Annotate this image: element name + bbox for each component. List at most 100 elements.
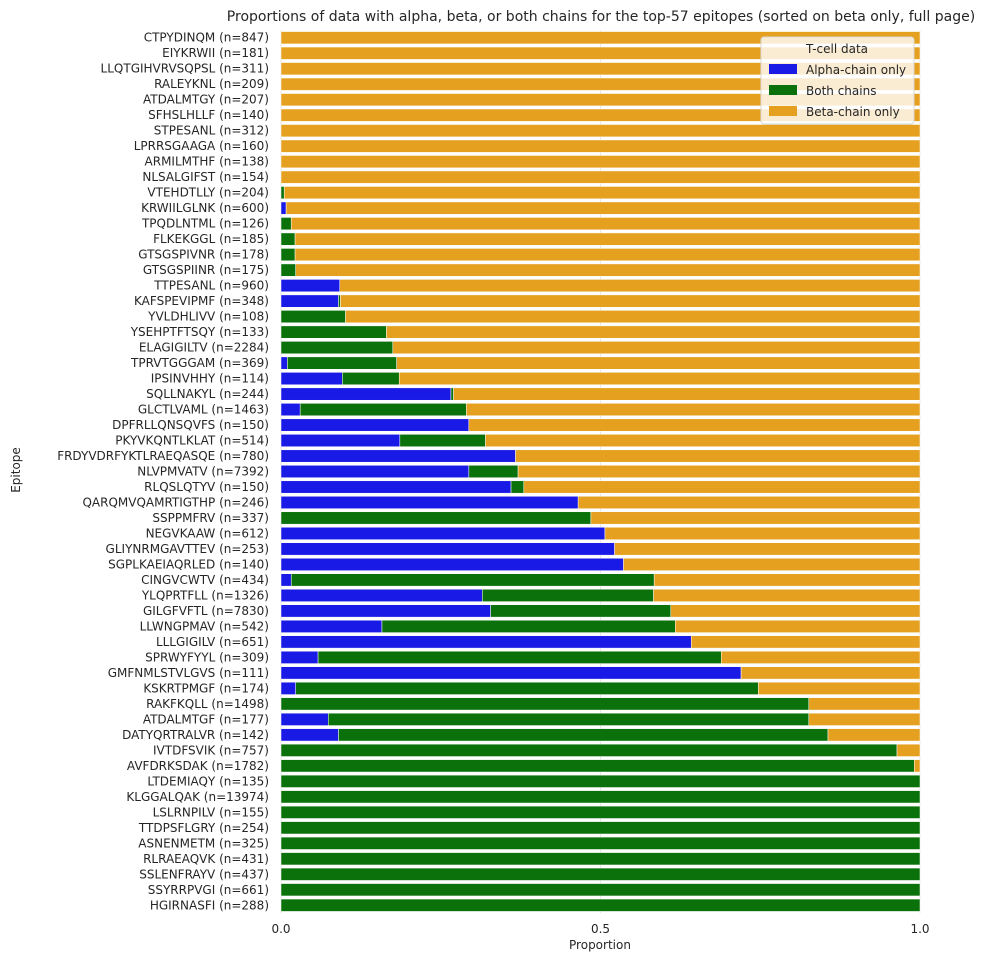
bar-segment [342,372,400,385]
bar-segment [280,31,921,45]
y-tick-label: SQLLNAKYL (n=244) [146,387,269,401]
bar-segment [280,201,287,215]
y-tick-label: LSLRNPILV (n=155) [153,805,269,819]
y-tick-label: YSEHPTFTSQY (n=133) [130,325,269,339]
bar-segment [280,93,921,107]
bar-segment [808,697,921,711]
bar-segment [515,449,921,463]
bar-segment [510,480,525,494]
y-tick-label: LLQTGIHVRVSQPSL (n=311) [101,62,269,76]
bar-segment [590,511,921,525]
bar-segment [345,310,921,324]
y-tick-label: TTPESANL (n=960) [153,279,269,293]
bar-segment [280,139,921,153]
bar-segment [328,712,810,726]
bar-segment [280,666,742,680]
bar-segment [280,511,592,525]
y-tick-label: SSYRRPVGI (n=661) [148,883,269,897]
y-tick-label: ATDALMTGF (n=177) [143,712,269,726]
x-tick-label: 1.0 [910,922,929,936]
bar-segment [339,279,921,293]
bar-segment [280,465,470,478]
bar-segment [675,619,921,633]
y-tick-label: VTEHDTLLY (n=204) [147,186,269,200]
y-tick-label: KLGGALQAK (n=13974) [126,790,269,804]
y-tick-label: QARQMVQAMRTIGTHP (n=246) [82,495,269,509]
bar-segment [340,294,921,308]
bar-segment [287,356,397,370]
y-tick-label: GLCTLVAML (n=1463) [138,403,269,417]
bar-segment [280,774,921,788]
y-tick-label: LTDEMIAQY (n=135) [147,774,269,788]
bar-segment [280,418,470,432]
bar-segment [280,867,921,881]
bar-segment [280,77,921,91]
bar-segment [299,403,467,416]
bar-segment [280,480,512,494]
bar-segment [490,604,672,618]
x-tick-label: 0.5 [591,922,610,936]
bar-segment [280,46,921,60]
y-tick-label: SFHSLHLLF (n=140) [148,108,269,122]
legend-entry: Alpha-chain only [806,63,906,77]
bar-segment [721,650,921,664]
bar-segment [280,619,383,633]
bar-segment [450,387,454,401]
bar-segment [392,341,921,355]
bar-segment [280,790,921,804]
bar-segment [280,232,296,246]
bar-segment [280,387,452,401]
bar-segment [280,805,921,819]
bar-segment [280,186,285,200]
legend-entry: Beta-chain only [806,105,900,119]
y-tick-labels: CTPYDINQM (n=847)EIYKRWII (n=181) LLQTGIH… [57,31,269,913]
bar-segment [482,588,654,602]
bar-segment [466,403,921,416]
y-tick-label: ATDALMTGY (n=207) [143,93,269,107]
y-tick-label: KSKRTPMGF (n=174) [143,681,269,695]
chart-title: Proportions of data with alpha, beta, or… [227,9,975,25]
bar-segment [280,496,579,509]
bar-segment [280,527,606,540]
bar-segment [280,635,692,649]
y-tick-label: LLWNGPMAV (n=542) [140,619,269,633]
bar-segment [280,108,921,122]
y-tick-label: IVTDFSVIK (n=757) [153,743,269,757]
bar-segment [280,573,292,587]
bar-segment [653,573,921,587]
bar-segment [280,170,921,184]
bar-segment [338,728,829,742]
bar-segment [280,604,491,618]
bar-segment [338,294,341,308]
y-axis-label: Epitope [9,447,23,493]
bar-segment [317,650,722,664]
bars [280,31,921,912]
x-tick-labels: 0.0 0.5 1.0 [271,922,929,936]
y-tick-label: RAKFKQLL (n=1498) [146,697,269,711]
legend-entry: Both chains [806,84,876,98]
y-tick-label: NEGVKAAW (n=612) [146,526,269,540]
bar-segment [295,263,921,277]
bar-segment [280,681,296,695]
legend-swatch [769,85,797,95]
bar-segment [653,588,921,602]
bar-segment [285,201,921,215]
y-tick-label: TPQDLNTML (n=126) [141,217,269,231]
bar-segment [604,527,921,540]
bar-segment [280,852,921,866]
bar-segment [280,434,401,447]
y-tick-label: AVFDRKSDAK (n=1782) [127,759,269,773]
bar-segment [290,573,655,587]
y-tick-label: YVLDHLIVV (n=108) [147,310,269,324]
bar-segment [280,836,921,850]
bar-segment [280,341,394,355]
bar-segment [577,496,921,509]
bar-segment [399,434,486,447]
bar-segment [283,186,921,200]
bar-segment [294,248,921,262]
bar-segment [280,743,898,757]
bar-segment [453,387,921,401]
y-tick-label: DPFRLLQNSQVFS (n=150) [112,418,269,432]
y-tick-label: ASNENMETM (n=325) [138,836,269,850]
